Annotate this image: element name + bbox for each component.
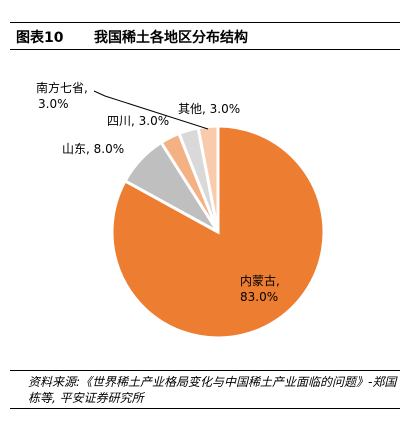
slice-label-inner-mongolia-value: 83.0% — [240, 290, 278, 304]
slice-label-inner-mongolia-name: 内蒙古, — [240, 273, 280, 288]
leader-line-south-seven-provinces — [93, 90, 209, 130]
slice-label-south-seven-provinces-name: 南方七省, — [36, 80, 88, 95]
slice-label-south-seven-provinces-value: 3.0% — [38, 97, 69, 111]
figure-title: 我国稀土各地区分布结构 — [94, 30, 248, 46]
source-top-rule — [10, 370, 400, 371]
slice-label-other: 其他, 3.0% — [178, 102, 240, 116]
slice-label-shandong: 山东, 8.0% — [62, 142, 124, 156]
pie-slices — [110, 124, 326, 340]
slice-label-sichuan: 四川, 3.0% — [107, 114, 169, 128]
source-bottom-rule — [10, 408, 400, 409]
figure-label: 图表10 — [16, 30, 64, 46]
figure-header: 图表10 我国稀土各地区分布结构 — [10, 22, 400, 50]
slice-other — [196, 124, 220, 233]
source-note: 资料来源:《世界稀土产业格局变化与中国稀土产业面临的问题》-郑国栋等, 平安证券… — [28, 375, 397, 405]
